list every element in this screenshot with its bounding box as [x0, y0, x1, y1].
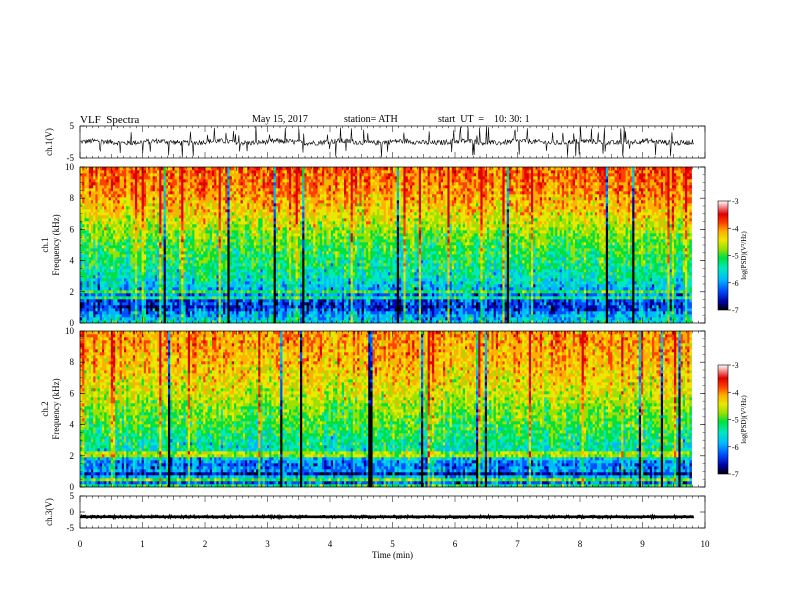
channel-2-spectrogram-ytick-label: 4 [70, 420, 75, 430]
channel-1-spectrogram-colorbar [717, 200, 729, 311]
channel-2-spectrogram-colorbar-tick-label: -5 [732, 416, 739, 425]
channel-1-spectrogram-ytick-label: 10 [65, 162, 75, 172]
channel-3-waveform-ytick-label: -5 [67, 523, 75, 533]
channel-2-spectrogram-channel-label: ch.2 [40, 401, 50, 416]
channel-1-waveform-ytick-label: -5 [67, 153, 75, 163]
channel-1-spectrogram-ytick-label: 4 [70, 256, 75, 266]
channel-2-spectrogram-ytick-label: 8 [70, 357, 75, 367]
x-tick-label: 1 [140, 539, 145, 549]
channel-3-waveform-ytick-label: 0 [70, 507, 75, 517]
channel-1-spectrogram-ytick-label: 2 [70, 287, 75, 297]
date-label: May 15, 2017 [252, 114, 308, 125]
x-axis-label: Time (min) [372, 550, 413, 560]
x-tick-label: 0 [78, 539, 83, 549]
channel-1-spectrogram-ytick-label: 0 [70, 318, 75, 328]
channel-2-spectrogram-ytick-label: 0 [70, 482, 75, 492]
chart-title: VLF Spectra [80, 114, 139, 126]
channel-1-waveform-trace [79, 126, 694, 158]
channel-1-spectrogram-colorbar-tick-label: -4 [732, 224, 739, 233]
channel-2-spectrogram-colorbar-tick-label: -3 [732, 361, 739, 370]
channel-3-waveform-ytick-label: 5 [70, 491, 75, 501]
x-tick-label: 4 [328, 539, 333, 549]
channel-2-spectrogram-ytick-label: 2 [70, 451, 75, 461]
channel-2-spectrogram-ytick-label: 6 [70, 388, 75, 398]
channel-2-spectrogram-cells [80, 331, 692, 488]
channel-1-spectrogram-ylabel: Frequency (kHz) [51, 214, 61, 275]
x-tick-label: 2 [203, 539, 208, 549]
channel-1-spectrogram-colorbar-tick-label: -6 [732, 279, 739, 288]
channel-1-spectrogram-cells [80, 167, 692, 324]
x-tick-label: 8 [578, 539, 583, 549]
x-tick-label: 5 [390, 539, 395, 549]
start-time-label: start UT = 10: 30: 1 [438, 114, 530, 125]
channel-3-waveform-ylabel: ch.3(V) [44, 498, 54, 526]
channel-1-spectrogram-colorbar-tick-label: -5 [732, 252, 739, 261]
channel-1-spectrogram-ytick-label: 6 [70, 224, 75, 234]
x-tick-label: 9 [640, 539, 645, 549]
channel-1-spectrogram-colorbar-tick-label: -7 [732, 306, 739, 315]
x-tick-label: 10 [701, 539, 711, 549]
channel-1-waveform-ylabel: ch.1(V) [44, 128, 54, 156]
station-label: station= ATH [344, 114, 398, 125]
channel-2-spectrogram-colorbar-tick-label: -4 [732, 388, 739, 397]
channel-2-spectrogram-ytick-label: 10 [65, 326, 75, 336]
channel-1-spectrogram-colorbar-label: log(PSD)(V²/Hz) [740, 231, 748, 280]
x-tick-label: 7 [515, 539, 520, 549]
channel-2-spectrogram-colorbar [717, 364, 729, 475]
channel-2-spectrogram-colorbar-tick-label: -7 [732, 470, 739, 479]
x-tick-label: 6 [453, 539, 458, 549]
channel-2-spectrogram-ylabel: Frequency (kHz) [51, 378, 61, 439]
channel-2-spectrogram-colorbar-label: log(PSD)(V²/Hz) [740, 395, 748, 444]
channel-1-spectrogram-ytick-label: 8 [70, 193, 75, 203]
channel-1-spectrogram-colorbar-tick-label: -3 [732, 197, 739, 206]
channel-1-spectrogram-channel-label: ch.1 [40, 237, 50, 252]
x-tick-label: 3 [265, 539, 270, 549]
channel-1-waveform-ytick-label: 5 [70, 121, 75, 131]
channel-2-spectrogram-colorbar-tick-label: -6 [732, 443, 739, 452]
